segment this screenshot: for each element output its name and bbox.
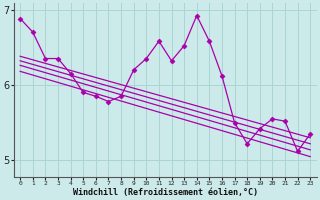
- X-axis label: Windchill (Refroidissement éolien,°C): Windchill (Refroidissement éolien,°C): [73, 188, 258, 197]
